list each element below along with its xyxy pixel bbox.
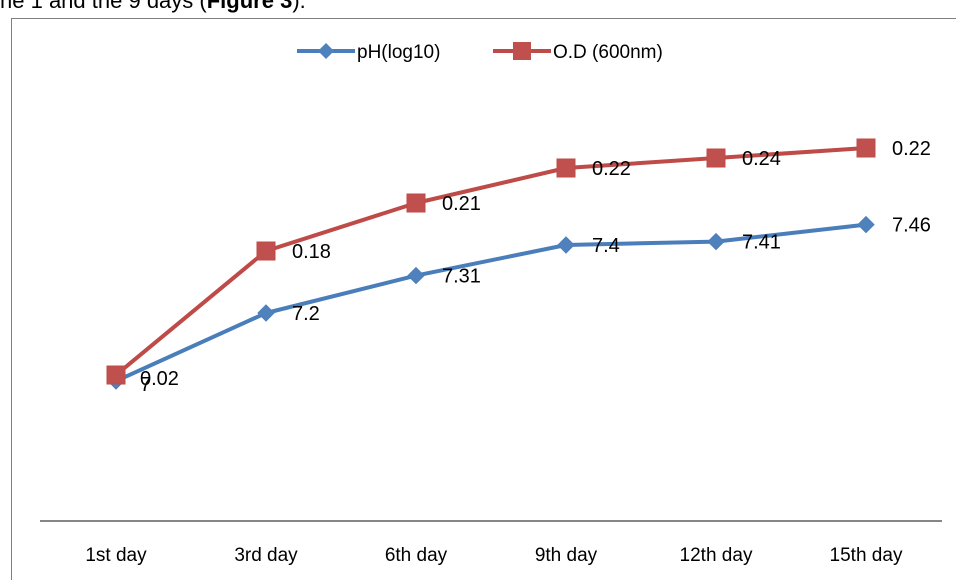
od-point-marker [106,365,126,385]
data-labels: 7 7.2 7.31 7.4 7.41 7.46 0.02 0.18 0.21 0.22 0.24 0… [140,138,931,396]
ph-point-marker [557,236,575,254]
ph-point-marker [407,266,425,285]
od-data-label: 0.24 [742,148,781,170]
ph-series-line [115,222,867,383]
legend-od-marker [513,42,531,60]
x-tick-label: 6th day [385,545,448,566]
ph-point-marker [707,232,725,251]
od-point-marker [856,138,876,158]
ph-data-label: 7 [140,374,151,396]
context-suffix: days ( [140,0,207,13]
od-point-marker [706,148,726,168]
x-tick-label: 9th day [535,545,598,566]
context-end: ). [292,0,306,13]
legend-od-label: O.D (600nm) [553,42,663,63]
ph-data-label: 7.31 [442,266,481,288]
legend-ph-label: pH(log10) [357,42,440,63]
x-tick-label: 12th day [680,545,753,566]
x-tick-label: 1st day [85,545,147,566]
od-series-line [114,146,867,377]
od-data-label: 0.21 [442,193,481,215]
chart-frame [11,18,956,580]
od-point-marker [406,193,426,213]
figure-reference: Figure 3 [206,0,293,13]
ph-data-label: 7.41 [742,232,781,254]
context-middle: and the 9 [42,0,141,13]
context-prefix: he 1 [0,0,43,13]
ph-data-label: 7.4 [592,235,620,257]
x-tick-label: 15th day [830,545,903,566]
ph-data-label: 7.46 [892,215,931,237]
ph-point-marker [857,215,875,234]
legend-ph-marker [318,43,334,59]
od-data-label: 0.02 [140,368,179,390]
od-point-marker [556,158,576,178]
od-data-label: 0.22 [892,138,931,160]
od-data-label: 0.18 [292,241,331,263]
ph-point-marker [257,304,275,322]
ph-data-label: 7.2 [292,303,320,325]
legend: pH(log10) O.D (600nm) [297,42,663,63]
context-text: he 1 and the 9 days (Figure 3). [0,0,306,14]
od-point-marker [256,241,276,261]
x-tick-label: 3rd day [234,545,298,566]
x-axis-tick-labels: 1st day 3rd day 6th day 9th day 12th day 15th… [85,545,903,566]
series-layer [106,138,876,390]
od-data-label: 0.22 [592,158,631,180]
